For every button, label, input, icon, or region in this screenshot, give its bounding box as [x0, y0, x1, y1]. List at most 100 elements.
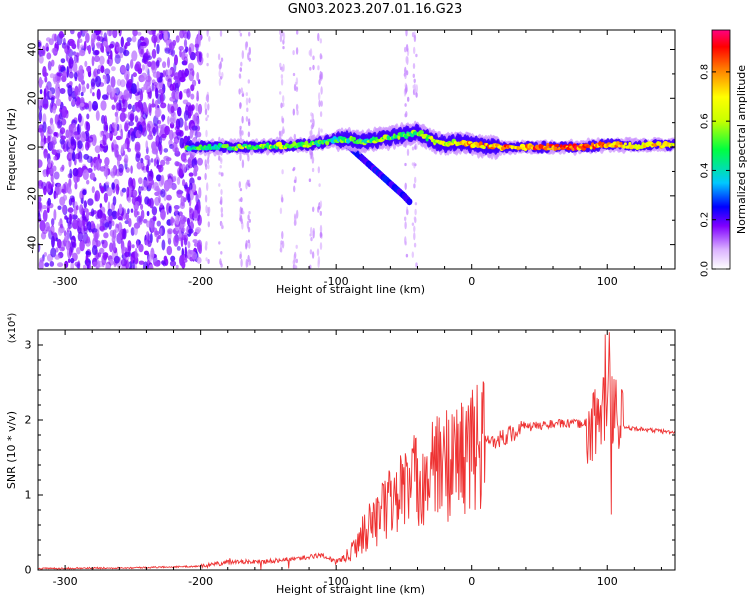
snr-plot	[38, 332, 675, 570]
noise-speck	[104, 157, 110, 166]
noise-speck	[68, 81, 73, 86]
streak-speck	[296, 104, 299, 109]
noise-speck	[112, 240, 116, 252]
noise-speck	[179, 90, 183, 100]
noise-speck	[107, 208, 113, 217]
noise-speck	[125, 212, 130, 221]
noise-speck	[102, 134, 107, 146]
noise-speck	[109, 216, 113, 221]
noise-speck	[135, 130, 142, 139]
noise-speck	[115, 115, 119, 124]
noise-speck	[57, 205, 62, 211]
streak-speck	[207, 259, 210, 264]
noise-speck	[84, 60, 88, 67]
streak-speck	[414, 176, 417, 184]
noise-speck	[167, 57, 170, 68]
noise-speck	[168, 129, 174, 141]
noise-speck	[126, 37, 132, 43]
noise-speck	[80, 92, 84, 97]
noise-speck	[69, 168, 73, 179]
noise-speck	[126, 63, 130, 72]
noise-speck	[38, 99, 41, 109]
noise-speck	[57, 119, 63, 128]
streak-speck	[311, 122, 314, 130]
colorbar-tick-label: 0.8	[700, 64, 711, 80]
noise-speck	[125, 260, 129, 269]
noise-speck	[51, 149, 58, 156]
noise-speck	[143, 102, 147, 114]
noise-speck	[133, 208, 138, 218]
noise-speck	[181, 30, 187, 35]
noise-speck	[138, 215, 143, 225]
noise-speck	[78, 38, 83, 43]
ridge-core	[519, 143, 526, 148]
noise-speck	[58, 64, 62, 72]
noise-speck	[105, 263, 111, 269]
noise-speck	[49, 261, 55, 267]
noise-speck	[83, 40, 87, 51]
noise-speck	[108, 30, 112, 37]
noise-speck	[38, 55, 44, 64]
noise-speck	[146, 210, 150, 217]
noise-speck	[83, 102, 89, 108]
noise-speck	[101, 239, 108, 249]
noise-speck	[69, 213, 72, 225]
noise-speck	[175, 162, 182, 167]
streak-speck	[239, 32, 243, 37]
noise-speck	[71, 122, 77, 133]
noise-speck	[56, 72, 63, 77]
noise-speck	[87, 100, 92, 112]
streak-speck	[404, 46, 407, 53]
noise-speck	[53, 209, 57, 221]
streak-speck	[220, 157, 223, 165]
noise-speck	[90, 38, 95, 48]
streak-speck	[404, 221, 407, 230]
streak-speck	[218, 241, 221, 245]
noise-speck	[197, 103, 203, 115]
noise-speck	[53, 73, 58, 85]
noise-speck	[74, 182, 78, 190]
noise-speck	[62, 183, 67, 195]
noise-speck	[38, 196, 42, 203]
streak-speck	[411, 251, 414, 258]
streak-speck	[415, 84, 418, 93]
streak-speck	[244, 41, 248, 51]
streak-speck	[282, 95, 285, 103]
ridge-core	[619, 142, 623, 145]
streak-speck	[248, 121, 251, 127]
noise-speck	[79, 239, 85, 252]
noise-speck	[38, 47, 42, 58]
noise-speck	[93, 55, 100, 63]
noise-speck	[114, 54, 121, 65]
noise-speck	[149, 232, 153, 244]
ridge-core	[292, 141, 297, 147]
streak-speck	[219, 165, 222, 169]
noise-speck	[86, 113, 90, 120]
streak-speck	[240, 61, 243, 67]
noise-speck	[142, 261, 149, 269]
streak-speck	[319, 38, 322, 44]
noise-speck	[82, 169, 89, 181]
noise-speck	[96, 88, 101, 100]
noise-speck	[58, 221, 61, 226]
noise-speck	[70, 241, 74, 253]
noise-speck	[161, 133, 167, 139]
noise-speck	[178, 237, 182, 242]
noise-speck	[131, 35, 137, 43]
noise-speck	[184, 68, 190, 77]
noise-speck	[110, 76, 116, 88]
streak-speck	[205, 257, 208, 262]
x-tick-label: -100	[324, 275, 349, 288]
noise-speck	[179, 255, 184, 266]
streak-speck	[294, 264, 297, 269]
y-axis-label: SNR (10 * v/v)	[5, 411, 18, 489]
noise-speck	[42, 113, 47, 125]
snr-series-line	[38, 332, 675, 570]
ridge-core	[248, 144, 252, 148]
noise-speck	[130, 59, 134, 69]
noise-speck	[67, 84, 73, 97]
noise-speck	[138, 260, 145, 265]
noise-speck	[119, 112, 126, 122]
noise-speck	[83, 264, 86, 269]
noise-speck	[147, 159, 151, 166]
